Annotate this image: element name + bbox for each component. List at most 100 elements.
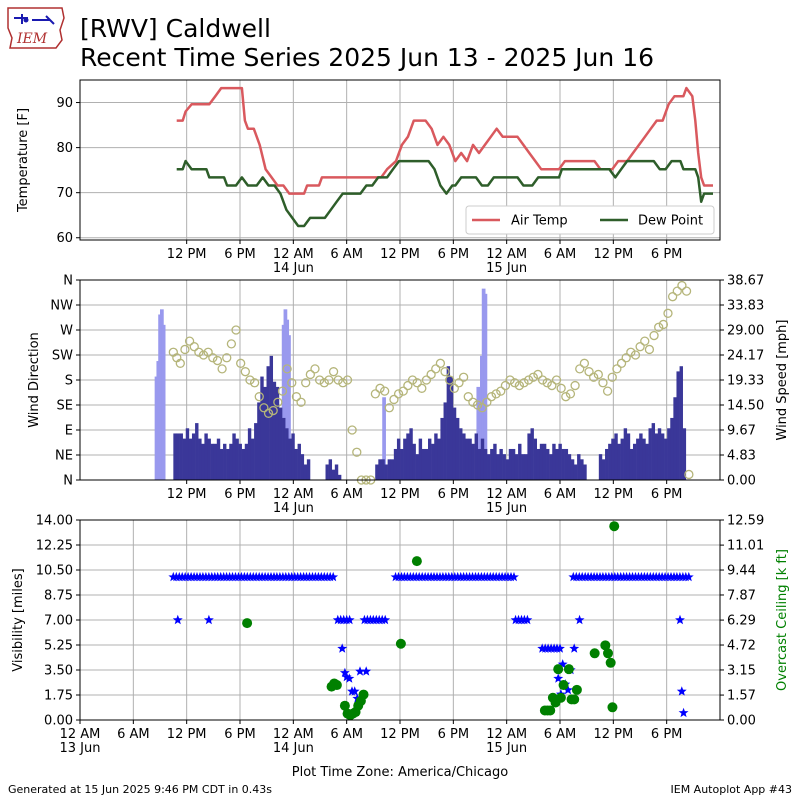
- wind-direction-marker: [198, 350, 209, 360]
- axes-frame: [79, 79, 721, 241]
- ceiling-marker: [569, 694, 580, 705]
- wind-direction-marker: [203, 347, 213, 357]
- wind-direction-marker: [654, 322, 664, 332]
- wind-direction-marker: [621, 353, 631, 363]
- wind-speed-bar: [667, 428, 671, 480]
- wind-speed-bar: [598, 454, 603, 480]
- y2-tick-label: 4.72: [727, 639, 756, 654]
- wind-speed-bar: [431, 443, 435, 480]
- wind-speed-bar: [614, 433, 618, 480]
- wind-speed-bar: [480, 438, 485, 480]
- wind-direction-marker: [463, 392, 473, 402]
- legend: Air Temp Dew Point: [465, 205, 715, 235]
- wind-speed-bar: [626, 433, 631, 480]
- wind-direction-marker: [268, 405, 278, 416]
- wind-direction-marker: [296, 397, 306, 407]
- wind-direction-marker: [579, 358, 590, 368]
- x-tick-label: 15 Jun: [486, 741, 527, 756]
- axis-label: Visibility [miles]: [11, 568, 26, 671]
- wind-direction-marker: [407, 375, 418, 385]
- wind-speed-bar: [477, 448, 482, 480]
- wind-speed-bar: [282, 417, 286, 480]
- ceiling-marker: [555, 692, 566, 703]
- wind-direction-marker: [370, 389, 381, 399]
- wind-direction-marker: [635, 342, 645, 352]
- wind-speed-bar: [670, 417, 674, 480]
- wind-direction-marker: [589, 372, 599, 382]
- wind-speed-bar: [530, 428, 534, 480]
- wind-direction-marker: [677, 280, 687, 291]
- visibility-marker: [574, 614, 585, 625]
- y-tick-label: SW: [52, 349, 73, 364]
- visibility-marker: [172, 614, 183, 625]
- wind-speed-bar: [210, 443, 215, 480]
- wind-direction-marker: [612, 364, 622, 374]
- wind-direction-marker: [301, 378, 311, 388]
- ceiling-marker: [545, 705, 556, 716]
- wind-speed-bar: [198, 438, 202, 480]
- wind-speed-bar: [682, 428, 687, 480]
- wind-direction-marker: [426, 369, 436, 380]
- wind-direction-marker: [319, 378, 329, 388]
- axis-label: Temperature [F]: [16, 108, 31, 213]
- wind-direction-marker: [222, 353, 232, 363]
- wind-speed-bar: [558, 443, 562, 480]
- x-tick-label: 13 Jun: [60, 741, 101, 756]
- x-axis-label: Plot Time Zone: America/Chicago: [292, 765, 508, 780]
- wind-speed-bar: [601, 459, 606, 480]
- wind-direction-marker: [445, 375, 455, 385]
- wind-direction-marker: [342, 375, 353, 385]
- visibility-marker: [557, 659, 568, 669]
- y-tick-label: 4.83: [727, 449, 756, 464]
- wind-speed-bar: [642, 438, 646, 480]
- ceiling-marker: [553, 664, 564, 675]
- wind-speed-bar: [561, 448, 565, 480]
- wind-speed-bar: [580, 459, 584, 480]
- visibility-marker: [328, 571, 339, 582]
- wind-speed-bar: [250, 438, 255, 480]
- wind-direction-marker: [240, 367, 250, 377]
- wind-speed-bar: [499, 448, 503, 480]
- wind-speed-bar: [555, 448, 559, 480]
- wind-speed-bar: [437, 438, 441, 480]
- wind-speed-bar: [378, 459, 382, 480]
- wind-speed-bar: [176, 433, 180, 480]
- visibility-marker: [563, 684, 573, 695]
- wind-speed-bar: [412, 443, 416, 480]
- wind-direction-marker: [249, 378, 260, 388]
- x-tick-label: 6 AM: [330, 247, 363, 262]
- legend-air-temp-label: Air Temp: [511, 214, 568, 229]
- wind-speed-bar: [179, 433, 183, 480]
- wind-speed-bar: [654, 433, 659, 480]
- wind-speed-bar: [462, 433, 466, 480]
- chart-subtitle: Recent Time Series 2025 Jun 13 - 2025 Ju…: [80, 43, 654, 72]
- wind-direction-marker: [236, 358, 246, 368]
- wind-speed-bar: [645, 443, 649, 480]
- wind-speed-bar: [390, 459, 395, 480]
- wind-direction-marker: [658, 319, 668, 330]
- visibility-marker: [344, 614, 355, 625]
- y2-tick-label: 1.57: [727, 689, 756, 704]
- wind-direction-marker: [486, 392, 497, 402]
- wind-speed-bar: [331, 469, 336, 480]
- wind-speed-bar: [288, 438, 292, 480]
- ceiling-marker: [558, 680, 569, 691]
- y-tick-label: 14.50: [727, 399, 764, 414]
- wind-direction-marker: [380, 386, 390, 396]
- x-tick-label: 12 AM: [273, 247, 314, 262]
- ceiling-marker: [600, 640, 611, 651]
- visibility-marker: [683, 571, 694, 582]
- wind-speed-bar: [446, 366, 451, 480]
- wind-speed-bar: [468, 438, 472, 480]
- wind-direction-marker: [593, 369, 603, 380]
- wind-speed-bar: [527, 433, 531, 480]
- wind-speed-bar: [657, 428, 662, 480]
- wind-speed-bar: [325, 464, 329, 480]
- wind-speed-bar: [387, 459, 392, 480]
- wind-direction-marker: [180, 344, 190, 355]
- y-tick-label: 7.00: [44, 614, 73, 629]
- ceiling-marker: [395, 638, 406, 649]
- y-tick-label: NE: [55, 449, 73, 464]
- y-tick-label: SE: [57, 399, 73, 414]
